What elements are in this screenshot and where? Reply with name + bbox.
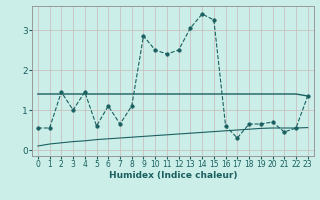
X-axis label: Humidex (Indice chaleur): Humidex (Indice chaleur) xyxy=(108,171,237,180)
